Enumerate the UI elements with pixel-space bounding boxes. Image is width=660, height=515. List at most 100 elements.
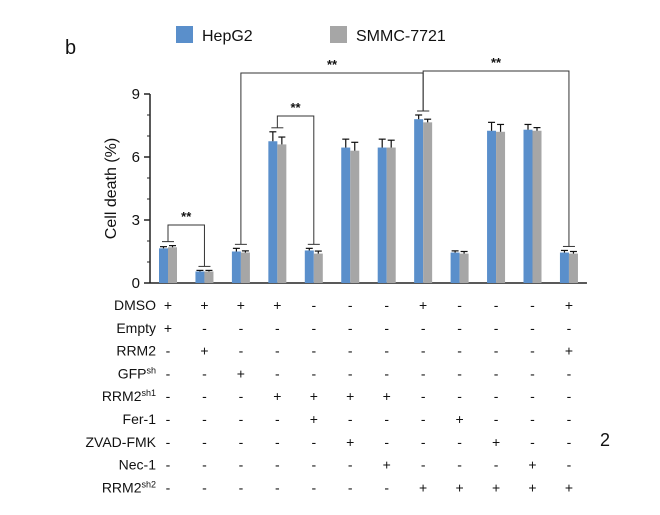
treatment-cell: +: [456, 411, 464, 427]
treatment-cell: -: [239, 388, 244, 404]
bar-smmc7721-12: [568, 253, 578, 283]
edge-glyph: 2: [600, 430, 610, 450]
row-label-3: RRM2: [116, 343, 156, 359]
treatment-cell: -: [202, 434, 207, 450]
bar-hepg2-8: [414, 119, 424, 283]
treatment-cell: +: [383, 457, 391, 473]
treatment-cell: -: [239, 320, 244, 336]
treatment-cell: -: [494, 365, 499, 381]
treatment-cell: +: [565, 479, 573, 495]
treatment-cell: -: [421, 320, 426, 336]
treatment-cell: -: [239, 479, 244, 495]
treatment-cell: +: [164, 320, 172, 336]
treatment-cell: -: [421, 365, 426, 381]
treatment-cell: -: [567, 320, 572, 336]
treatment-cell: -: [457, 320, 462, 336]
treatment-cell: -: [530, 411, 535, 427]
treatment-cell: -: [202, 388, 207, 404]
treatment-cell: +: [492, 434, 500, 450]
y-axis-label: Cell death (%): [103, 138, 120, 239]
bar-smmc7721-8: [423, 122, 433, 283]
treatment-cell: -: [166, 365, 171, 381]
treatment-cell: -: [384, 411, 389, 427]
significance-brackets: ** ** ** **: [162, 55, 575, 267]
treatment-cell: -: [202, 457, 207, 473]
row-label-7: ZVAD-FMK: [85, 434, 156, 450]
bar-hepg2-10: [487, 130, 497, 283]
bar-hepg2-1: [159, 248, 168, 283]
treatment-cell: +: [346, 388, 354, 404]
bars: [159, 119, 578, 283]
treatment-cell: -: [239, 434, 244, 450]
row-label-6: Fer-1: [123, 411, 157, 427]
treatment-cell: -: [311, 320, 316, 336]
treatment-cell: +: [164, 297, 172, 313]
treatment-cell: -: [457, 343, 462, 359]
bar-smmc7721-3: [240, 252, 250, 283]
treatment-cell: -: [239, 411, 244, 427]
significance-bracket-2: [276, 115, 315, 245]
treatment-cell: -: [567, 411, 572, 427]
legend-swatch-1: [176, 26, 193, 43]
treatment-cell: +: [528, 479, 536, 495]
treatment-table: DMSO + + + + - - - + - - - +Empty + - - - - - - - - - - -RRM2- + -…: [85, 297, 573, 495]
treatment-cell: -: [421, 457, 426, 473]
treatment-cell: -: [348, 365, 353, 381]
treatment-cell: +: [273, 388, 281, 404]
treatment-cell: -: [311, 297, 316, 313]
row-label-4: GFPsh: [118, 365, 156, 381]
treatment-cell: +: [492, 479, 500, 495]
treatment-cell: +: [310, 388, 318, 404]
treatment-cell: -: [348, 297, 353, 313]
treatment-cell: -: [421, 388, 426, 404]
significance-label-2: **: [291, 100, 302, 115]
significance-bracket-1: [167, 224, 205, 267]
treatment-cell: -: [275, 479, 280, 495]
significance-label-1: **: [181, 209, 192, 224]
treatment-cell: -: [166, 343, 171, 359]
treatment-cell: -: [275, 365, 280, 381]
treatment-cell: +: [565, 297, 573, 313]
treatment-cell: +: [419, 297, 427, 313]
legend-label-1: HepG2: [202, 28, 253, 45]
treatment-cell: -: [348, 457, 353, 473]
row-label-9: RRM2sh2: [102, 479, 156, 495]
treatment-cell: -: [166, 457, 171, 473]
treatment-cell: +: [346, 434, 354, 450]
significance-bracket-4: [422, 70, 570, 247]
bar-hepg2-2: [195, 271, 205, 283]
treatment-cell: -: [166, 411, 171, 427]
row-label-1: DMSO: [114, 297, 156, 313]
treatment-cell: -: [384, 479, 389, 495]
bar-hepg2-7: [377, 147, 387, 283]
treatment-cell: -: [457, 297, 462, 313]
treatment-cell: +: [237, 297, 245, 313]
bar-smmc7721-1: [168, 247, 177, 283]
treatment-cell: -: [275, 411, 280, 427]
bar-hepg2-4: [268, 141, 278, 283]
error-bars: [160, 114, 577, 272]
treatment-cell: -: [311, 457, 316, 473]
treatment-cell: +: [419, 479, 427, 495]
treatment-cell: -: [567, 434, 572, 450]
y-tick-label: 6: [132, 149, 140, 166]
treatment-cell: -: [530, 434, 535, 450]
legend: HepG2 SMMC-7721: [176, 26, 446, 45]
treatment-cell: -: [457, 457, 462, 473]
treatment-cell: -: [530, 365, 535, 381]
treatment-cell: +: [273, 297, 281, 313]
y-axis: 0 3 6 9 Cell death (%): [103, 86, 587, 292]
treatment-cell: -: [494, 388, 499, 404]
bar-smmc7721-10: [496, 131, 506, 283]
treatment-cell: -: [384, 320, 389, 336]
treatment-cell: +: [200, 343, 208, 359]
treatment-cell: -: [457, 388, 462, 404]
treatment-cell: -: [239, 343, 244, 359]
treatment-cell: +: [237, 365, 245, 381]
bar-smmc7721-5: [313, 253, 323, 283]
treatment-cell: -: [494, 320, 499, 336]
treatment-cell: +: [528, 457, 536, 473]
treatment-cell: -: [530, 320, 535, 336]
bar-hepg2-11: [523, 129, 533, 283]
bar-smmc7721-7: [386, 147, 396, 283]
